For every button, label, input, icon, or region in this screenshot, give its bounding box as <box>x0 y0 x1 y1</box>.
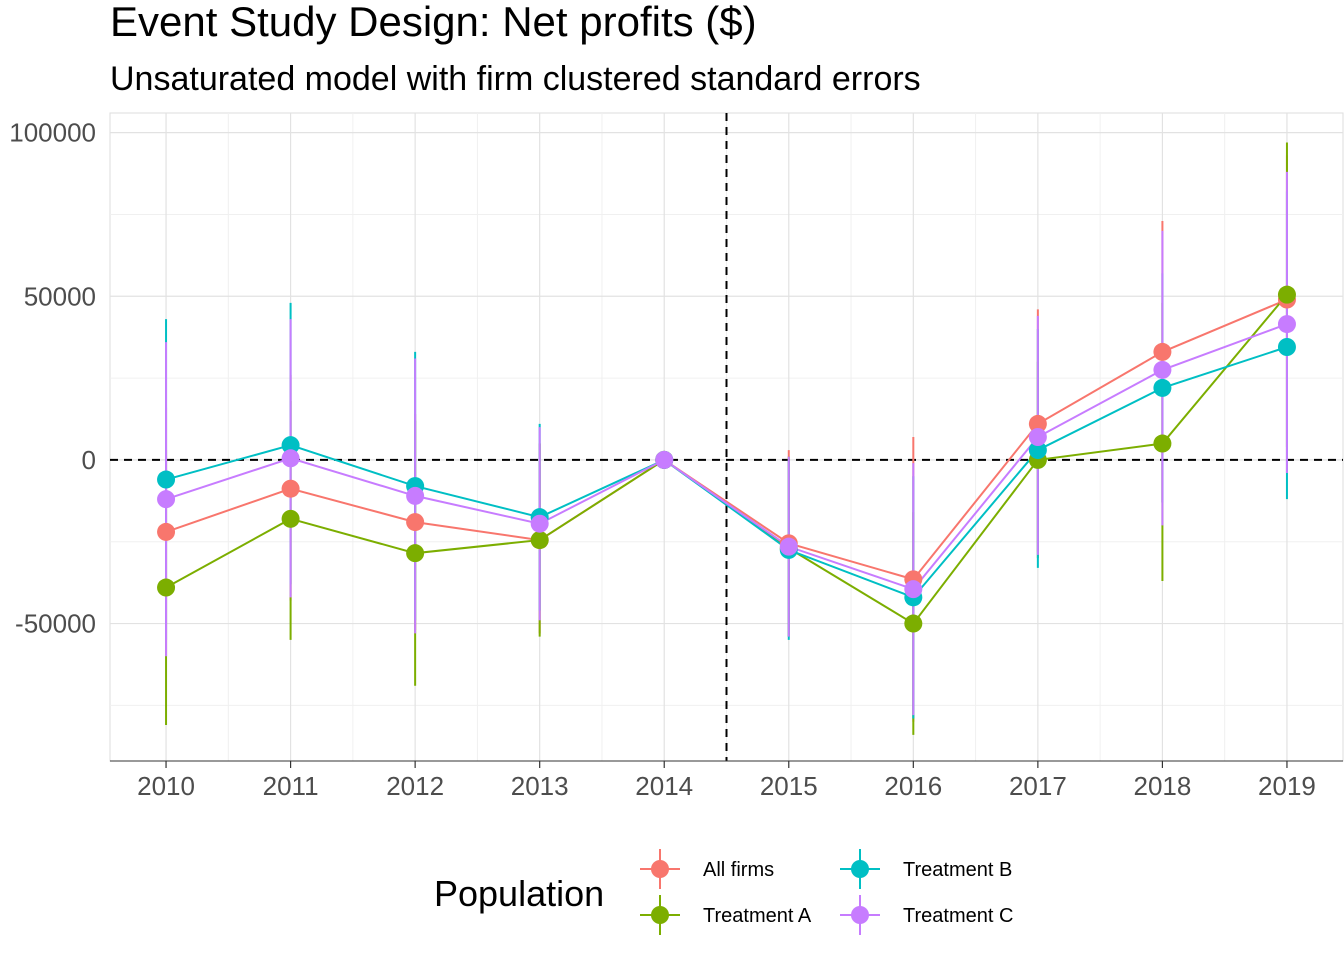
data-point-treatment-c <box>1153 360 1172 379</box>
data-point-treatment-c <box>1277 315 1296 334</box>
y-tick-label: 0 <box>82 445 96 475</box>
series-points <box>157 285 1296 633</box>
data-point-treatment-c <box>904 580 923 599</box>
legend: All firms Treatment A Treatment B Treatment… <box>640 849 1013 935</box>
data-point-treatment-a <box>904 614 923 633</box>
data-point-treatment-b <box>1153 378 1172 397</box>
data-point-treatment-c <box>281 449 300 468</box>
legend-label-treatment-a: Treatment A <box>703 905 812 927</box>
data-point-treatment-a <box>1277 285 1296 304</box>
y-axis-ticks: 100000 50000 0 -50000 <box>9 118 96 639</box>
data-point-treatment-c <box>1028 428 1047 446</box>
legend-title: Population <box>434 873 604 914</box>
legend-key-point-treatment-c <box>851 906 869 924</box>
data-point-treatment-b <box>1028 441 1047 460</box>
legend-key-point-treatment-b <box>851 860 869 878</box>
x-tick-label: 2010 <box>137 771 195 801</box>
data-point-treatment-a <box>406 544 425 563</box>
x-axis-ticks: 2010 2011 2012 2013 2014 2015 2016 2017 2018 2019 <box>110 760 1343 801</box>
x-tick-label: 2011 <box>263 771 319 801</box>
data-point-treatment-a <box>530 531 549 550</box>
y-tick-label: 50000 <box>24 281 96 311</box>
data-point-all-firms <box>157 522 176 541</box>
y-tick-label: 100000 <box>9 118 96 148</box>
data-point-treatment-b <box>1277 338 1296 356</box>
data-point-treatment-c <box>406 486 425 505</box>
legend-label-all-firms: All firms <box>703 859 774 881</box>
data-point-treatment-c <box>530 514 549 533</box>
data-point-all-firms <box>406 513 425 532</box>
series-line-treatment-b <box>165 346 1288 599</box>
legend-label-treatment-c: Treatment C <box>903 905 1013 927</box>
data-point-all-firms <box>281 479 300 498</box>
y-tick-label: -50000 <box>15 609 96 639</box>
data-point-treatment-b <box>157 470 176 489</box>
x-tick-label: 2015 <box>760 771 818 801</box>
data-point-treatment-a <box>157 578 176 597</box>
x-tick-label: 2019 <box>1258 771 1316 801</box>
legend-key-point-all-firms <box>651 860 669 878</box>
chart-title: Event Study Design: Net profits ($) <box>110 0 757 45</box>
series-line-treatment-c <box>165 323 1288 591</box>
reference-lines <box>110 113 1343 761</box>
data-point-all-firms <box>1028 414 1047 433</box>
x-tick-label: 2016 <box>884 771 942 801</box>
x-tick-label: 2014 <box>635 771 693 801</box>
x-tick-label: 2018 <box>1133 771 1191 801</box>
series-line-all-firms <box>165 298 1288 581</box>
data-point-treatment-a <box>1153 434 1172 453</box>
series-lines <box>165 293 1288 625</box>
legend-label-treatment-b: Treatment B <box>903 859 1012 881</box>
data-point-treatment-b <box>281 436 300 455</box>
chart-subtitle: Unsaturated model with firm clustered st… <box>110 60 921 98</box>
x-tick-label: 2013 <box>511 771 569 801</box>
x-tick-label: 2012 <box>386 771 444 801</box>
data-point-all-firms <box>1153 342 1172 361</box>
data-point-treatment-c <box>779 537 798 556</box>
data-point-treatment-c <box>157 490 176 509</box>
data-point-treatment-a <box>281 509 300 528</box>
legend-key-point-treatment-a <box>651 906 669 924</box>
data-point-treatment-c <box>655 450 674 469</box>
x-tick-label: 2017 <box>1009 771 1067 801</box>
